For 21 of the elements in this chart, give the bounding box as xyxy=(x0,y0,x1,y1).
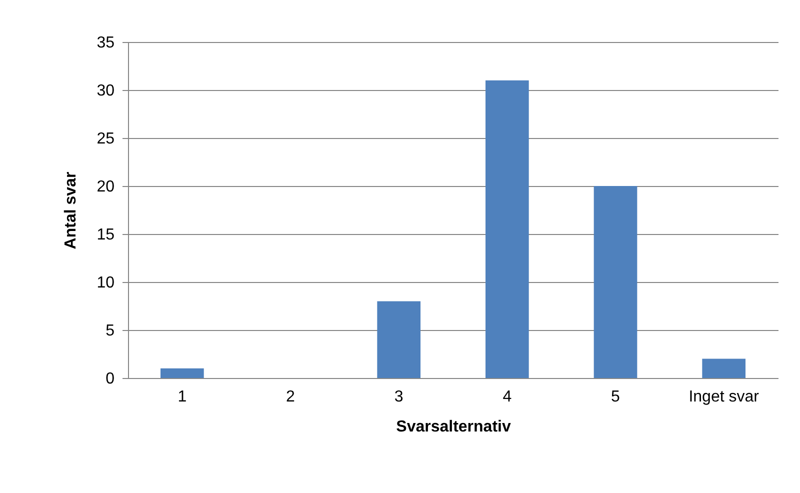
y-tick-label: 10 xyxy=(96,274,115,292)
x-axis-title: Svarsalternativ xyxy=(396,418,511,436)
y-tick-label: 20 xyxy=(96,178,115,196)
y-tick-label: 30 xyxy=(96,82,115,100)
bar xyxy=(486,80,529,378)
y-tick-label: 5 xyxy=(106,322,115,340)
y-tick-label: 25 xyxy=(96,130,115,148)
bar xyxy=(160,368,204,378)
y-tick-label: 15 xyxy=(96,226,115,244)
y-tick-label: 0 xyxy=(106,370,115,388)
bar xyxy=(594,186,638,378)
x-tick-label: 4 xyxy=(502,388,512,406)
x-tick-label: 5 xyxy=(611,388,620,406)
y-axis-title: Antal svar xyxy=(62,172,80,250)
bar xyxy=(377,301,420,378)
x-tick-label: 2 xyxy=(286,388,296,406)
y-tick-label: 35 xyxy=(96,34,115,52)
x-tick-label: Inget svar xyxy=(688,388,760,406)
x-tick-label: 1 xyxy=(178,388,187,406)
x-tick-label: 3 xyxy=(394,388,404,406)
bar xyxy=(702,358,746,378)
